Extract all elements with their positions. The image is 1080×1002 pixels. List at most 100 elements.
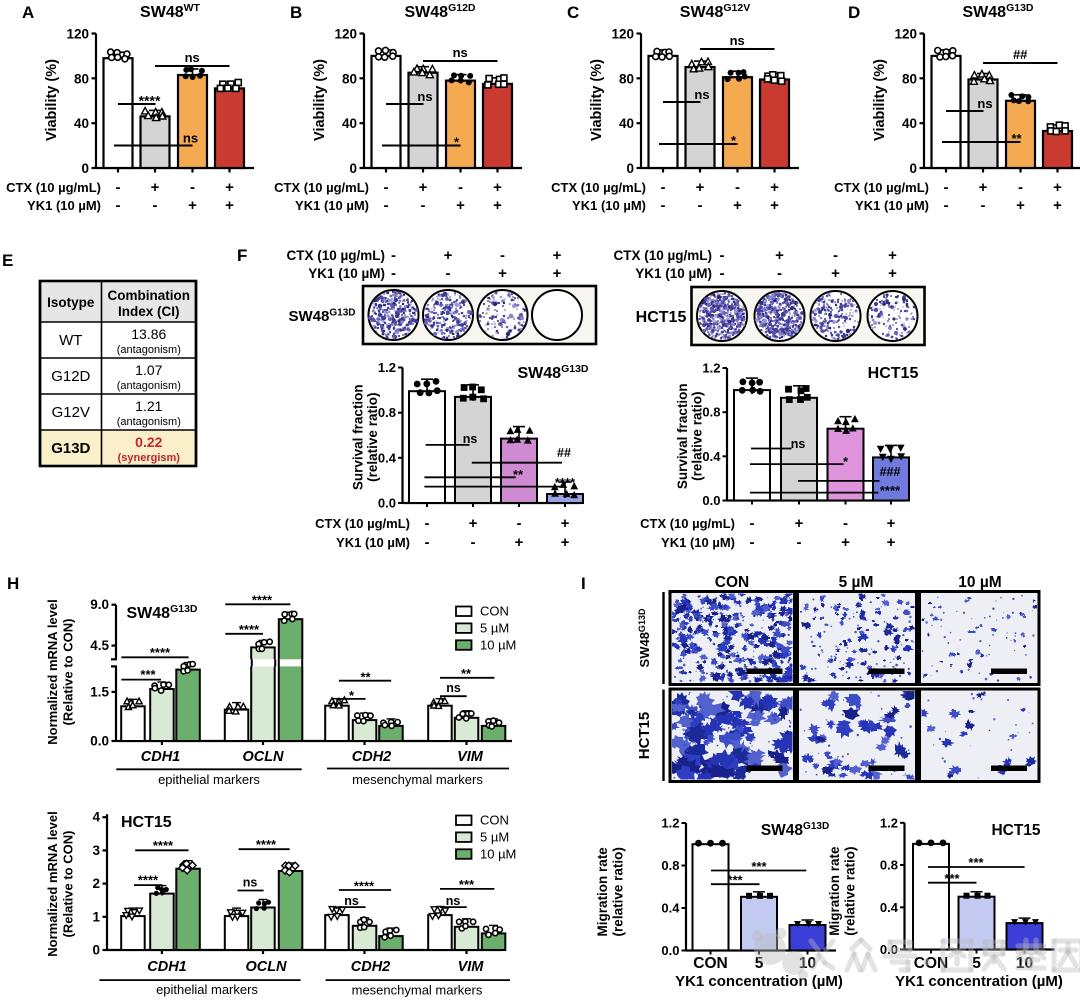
svg-text:CON: CON <box>480 604 509 619</box>
svg-text:*: * <box>349 688 355 703</box>
svg-text:CTX (10 µg/mL): CTX (10 µg/mL) <box>315 516 410 531</box>
svg-text:(relative ratio): (relative ratio) <box>843 846 858 935</box>
svg-text:80: 80 <box>74 71 89 86</box>
svg-text:CDH1: CDH1 <box>147 959 186 975</box>
svg-text:-: - <box>384 179 389 196</box>
svg-text:VIM: VIM <box>458 959 485 975</box>
svg-text:mesenchymal markers: mesenchymal markers <box>352 983 483 998</box>
svg-text:****: **** <box>138 872 159 887</box>
svg-text:Migration rate: Migration rate <box>827 846 842 936</box>
svg-text:YK1 (10 µM): YK1 (10 µM) <box>295 198 369 213</box>
svg-text:CDH1: CDH1 <box>141 749 180 765</box>
svg-text:A: A <box>22 3 34 22</box>
svg-text:WT: WT <box>59 332 82 349</box>
svg-text:120: 120 <box>66 27 89 42</box>
svg-text:120: 120 <box>894 27 917 42</box>
svg-text:10: 10 <box>1016 955 1033 972</box>
svg-text:+: + <box>775 247 784 264</box>
svg-text:40: 40 <box>902 116 917 131</box>
svg-text:(Relative to CON): (Relative to CON) <box>61 619 76 726</box>
svg-text:CON: CON <box>693 955 727 972</box>
svg-text:F: F <box>237 246 247 265</box>
svg-text:+: + <box>770 197 779 214</box>
svg-text:**: ** <box>360 669 371 684</box>
svg-text:-: - <box>517 515 522 532</box>
svg-text:E: E <box>2 251 13 270</box>
svg-text:0.0: 0.0 <box>378 496 396 511</box>
svg-text:+: + <box>770 179 779 196</box>
svg-text:CTX (10 µg/mL): CTX (10 µg/mL) <box>274 180 369 195</box>
svg-text:-: - <box>698 197 703 214</box>
svg-text:-: - <box>1018 179 1023 196</box>
svg-text:+: + <box>553 247 562 264</box>
svg-text:+: + <box>561 534 570 551</box>
svg-text:1.2: 1.2 <box>880 815 898 830</box>
svg-text:(antagonism): (antagonism) <box>117 380 181 392</box>
svg-text:CTX (10 µg/mL): CTX (10 µg/mL) <box>613 248 712 263</box>
svg-text:ns: ns <box>243 876 258 890</box>
svg-text:ns: ns <box>463 432 478 446</box>
svg-text:HCT15: HCT15 <box>121 814 172 831</box>
svg-text:-: - <box>797 534 802 551</box>
svg-text:CTX (10 µg/mL): CTX (10 µg/mL) <box>286 248 385 263</box>
svg-text:-: - <box>421 197 426 214</box>
svg-text:##: ## <box>557 446 571 460</box>
svg-text:0.8: 0.8 <box>880 858 898 873</box>
svg-text:****: **** <box>153 838 174 853</box>
svg-text:CTX (10 µg/mL): CTX (10 µg/mL) <box>640 516 735 531</box>
svg-text:Index (CI): Index (CI) <box>118 304 180 319</box>
svg-text:(relative ratio): (relative ratio) <box>690 392 705 481</box>
svg-text:Viability (%): Viability (%) <box>589 59 605 141</box>
svg-text:ns: ns <box>791 437 806 451</box>
svg-text:Normalized mRNA level: Normalized mRNA level <box>45 811 60 956</box>
svg-text:0.4: 0.4 <box>880 900 899 915</box>
svg-text:0.4: 0.4 <box>378 450 397 465</box>
svg-text:Combination: Combination <box>108 288 191 303</box>
svg-text:Survival fraction: Survival fraction <box>351 384 366 490</box>
svg-text:****: **** <box>252 592 273 607</box>
svg-text:+: + <box>493 197 502 214</box>
svg-text:YK1 (10 µM): YK1 (10 µM) <box>635 266 712 281</box>
svg-text:-: - <box>425 515 430 532</box>
svg-text:ns: ns <box>453 45 468 60</box>
svg-text:H: H <box>7 574 19 593</box>
svg-text:0.4: 0.4 <box>661 901 680 916</box>
svg-text:##: ## <box>1013 47 1028 62</box>
svg-text:****: **** <box>256 837 277 852</box>
svg-text:+: + <box>151 179 160 196</box>
svg-text:+: + <box>733 197 742 214</box>
svg-text:###: ### <box>880 465 901 479</box>
svg-text:YK1 (10 µM): YK1 (10 µM) <box>661 535 735 550</box>
svg-text:+: + <box>888 247 897 264</box>
svg-text:120: 120 <box>611 27 634 42</box>
svg-text:HCT15: HCT15 <box>991 822 1040 839</box>
svg-text:-: - <box>190 179 195 196</box>
svg-text:0: 0 <box>626 161 634 176</box>
svg-text:-: - <box>116 197 121 214</box>
svg-text:-: - <box>833 247 838 264</box>
svg-text:1.2: 1.2 <box>378 360 396 375</box>
svg-text:80: 80 <box>902 71 917 86</box>
svg-text:+: + <box>979 179 988 196</box>
svg-text:-: - <box>720 247 725 264</box>
svg-text:10 µM: 10 µM <box>480 637 516 652</box>
svg-text:-: - <box>735 179 740 196</box>
svg-text:G13D: G13D <box>51 440 90 457</box>
svg-text:+: + <box>469 515 478 532</box>
svg-text:-: - <box>843 515 848 532</box>
svg-text:+: + <box>888 265 897 282</box>
svg-text:+: + <box>1053 179 1062 196</box>
svg-text:9.0: 9.0 <box>90 597 109 612</box>
svg-text:-: - <box>446 265 451 282</box>
svg-text:Normalized mRNA level: Normalized mRNA level <box>45 599 60 744</box>
svg-text:-: - <box>384 197 389 214</box>
svg-text:-: - <box>777 265 782 282</box>
svg-text:13.86: 13.86 <box>131 326 166 342</box>
svg-text:****: **** <box>880 483 901 498</box>
svg-text:D: D <box>848 3 860 22</box>
svg-text:0.8: 0.8 <box>378 405 396 420</box>
svg-text:+: + <box>493 179 502 196</box>
svg-text:ns: ns <box>344 894 359 908</box>
svg-text:CTX (10 µg/mL): CTX (10 µg/mL) <box>6 180 101 195</box>
svg-text:YK1 concentration (µM): YK1 concentration (µM) <box>675 973 843 990</box>
